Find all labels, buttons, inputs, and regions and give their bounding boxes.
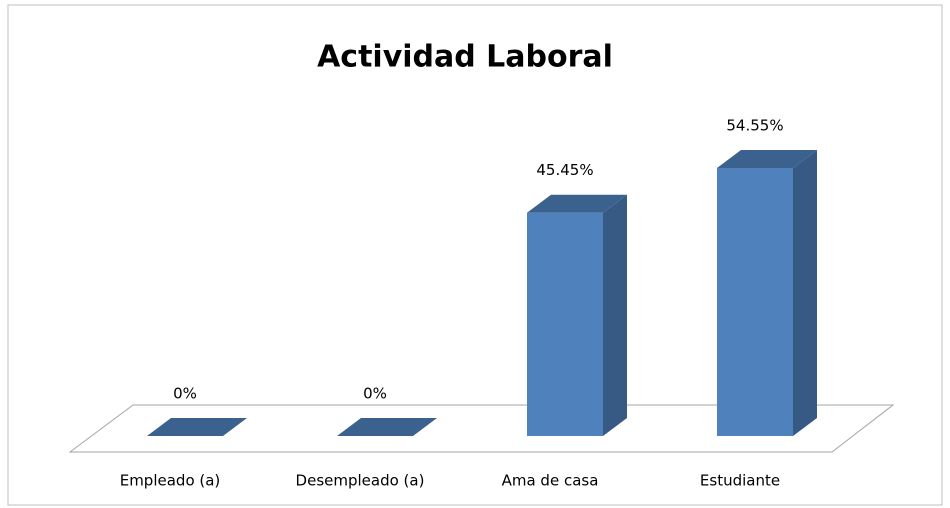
bar-top [717,150,817,168]
bar [527,194,627,436]
value-label: 0% [173,385,197,403]
bar-side [793,150,817,436]
bar-top [147,418,247,436]
bar-front [717,168,793,436]
bar-top [337,418,437,436]
chart-title: Actividad Laboral [317,40,613,75]
bar-side [603,194,627,436]
x-tick-label: Desempleado (a) [296,472,425,490]
bar-front [527,212,603,436]
x-tick-label: Ama de casa [502,472,599,490]
bar-top [527,194,627,213]
x-tick-label: Estudiante [700,472,780,490]
bar [147,418,247,436]
bar [717,150,817,436]
value-label: 54.55% [726,117,783,135]
bar [337,418,437,436]
floor [68,404,895,453]
x-tick-label: Empleado (a) [120,472,221,490]
value-label: 45.45% [536,161,593,179]
value-label: 0% [363,385,387,403]
